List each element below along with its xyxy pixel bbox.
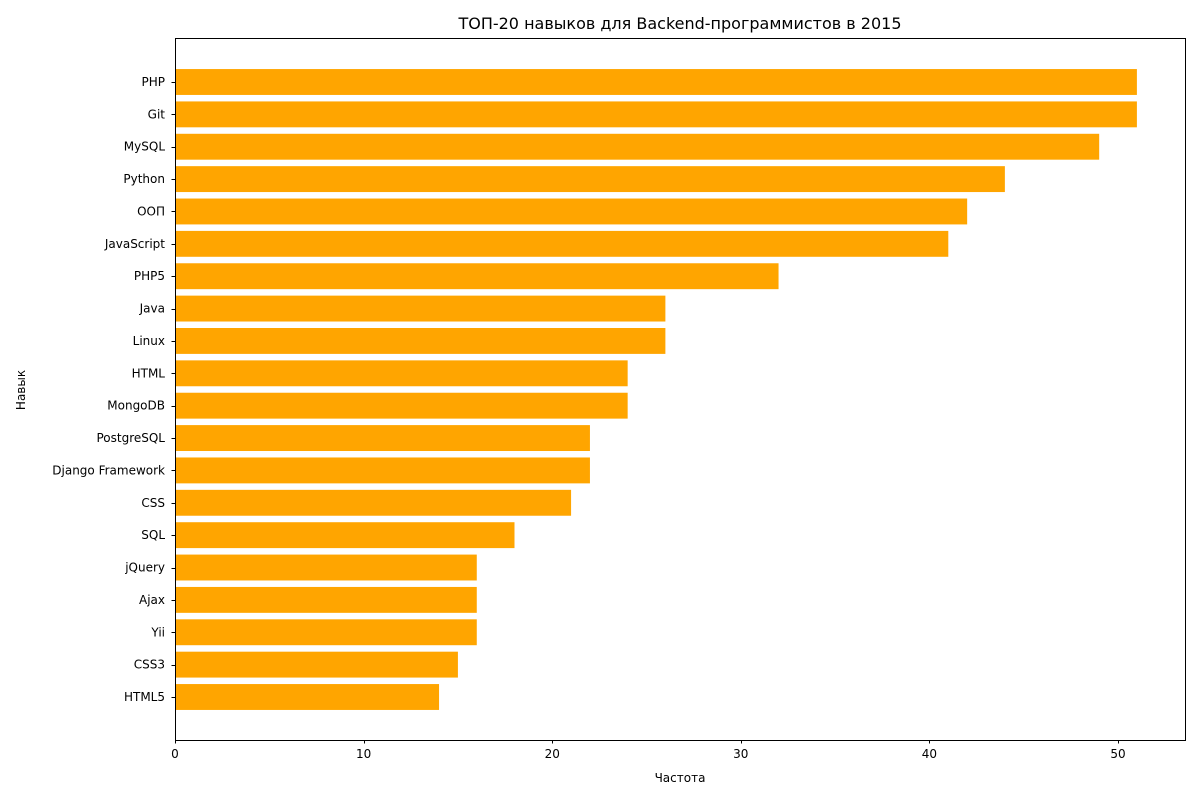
y-tick-label: Git xyxy=(148,107,166,121)
x-tick-label: 50 xyxy=(1110,747,1125,761)
bar-mongodb xyxy=(175,392,628,419)
x-tick-label: 10 xyxy=(356,747,371,761)
bar-python xyxy=(175,166,1005,193)
x-tick-label: 30 xyxy=(733,747,748,761)
y-tick-label: MongoDB xyxy=(107,399,165,413)
y-tick-label: CSS3 xyxy=(134,658,165,672)
bar-git xyxy=(175,101,1137,128)
y-tick-label: HTML5 xyxy=(124,690,165,704)
x-axis-title: Частота xyxy=(655,771,706,785)
bar-postgresql xyxy=(175,425,590,451)
bar-html xyxy=(175,360,628,387)
y-tick-label: Python xyxy=(123,172,165,186)
bar-css3 xyxy=(175,651,458,678)
y-tick-label: jQuery xyxy=(124,561,165,575)
bar-django-framework xyxy=(175,457,590,484)
y-tick-label: HTML xyxy=(132,366,166,380)
bar-ajax xyxy=(175,586,477,613)
y-tick-label: PHP xyxy=(142,75,166,89)
plot-frame xyxy=(175,38,1186,741)
x-tick-label: 0 xyxy=(171,747,179,761)
bar-css xyxy=(175,489,572,516)
bar-php xyxy=(175,69,1137,95)
y-tick-label: CSS xyxy=(141,496,165,510)
y-axis-title: Навык xyxy=(14,370,28,410)
y-tick-label: PHP5 xyxy=(134,269,165,283)
x-tick-label: 20 xyxy=(545,747,560,761)
y-tick-label: Linux xyxy=(133,334,165,348)
x-tick-label: 40 xyxy=(922,747,937,761)
y-tick-label: Yii xyxy=(150,625,165,639)
y-tick-label: Java xyxy=(139,302,165,316)
bar-mysql xyxy=(175,133,1100,160)
bar-linux xyxy=(175,328,666,354)
y-tick-label: MySQL xyxy=(124,140,166,154)
chart-title: ТОП-20 навыков для Backend-программистов… xyxy=(457,14,901,33)
x-axis-ticks: 0 10 20 30 40 50 xyxy=(171,740,1126,761)
y-tick-label: JavaScript xyxy=(104,237,165,251)
y-tick-label: SQL xyxy=(141,528,165,542)
bar-sql xyxy=(175,522,515,549)
bar-jquery xyxy=(175,554,477,581)
bar-yii xyxy=(175,619,477,646)
bar-javascript xyxy=(175,230,949,257)
y-tick-label: Ajax xyxy=(139,593,165,607)
bars-group xyxy=(175,69,1137,710)
bar-html5 xyxy=(175,684,440,710)
y-axis-ticks: PHP Git MySQL Python ООП JavaScript PHP5 Java Li… xyxy=(52,75,175,704)
y-tick-label: PostgreSQL xyxy=(96,431,165,445)
y-tick-label: ООП xyxy=(137,204,165,218)
bar-ооп xyxy=(175,198,968,225)
bar-java xyxy=(175,295,666,322)
y-tick-label: Django Framework xyxy=(52,463,165,477)
bar-php5 xyxy=(175,263,779,290)
